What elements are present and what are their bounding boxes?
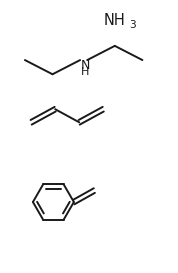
Text: N: N <box>81 59 90 72</box>
Text: 3: 3 <box>129 20 136 30</box>
Text: NH: NH <box>103 13 125 28</box>
Text: H: H <box>81 67 90 77</box>
